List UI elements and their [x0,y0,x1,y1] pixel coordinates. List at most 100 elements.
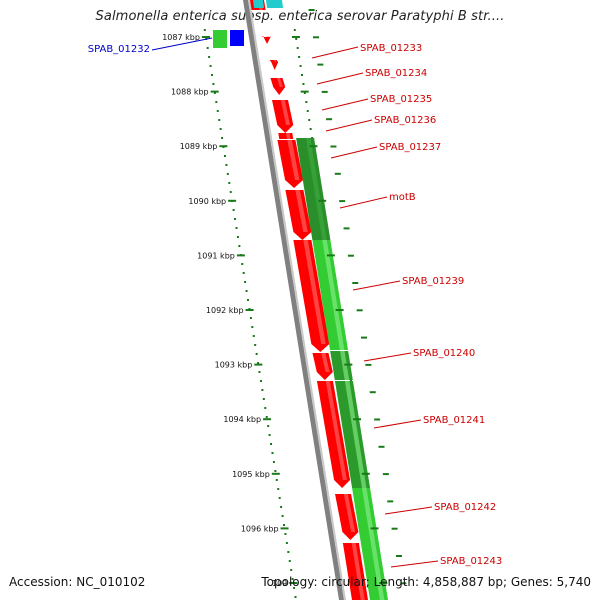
backbone [243,0,346,600]
scale-dot-left [258,371,261,373]
backbone-shadow [248,0,346,600]
scale-dot-right [308,119,311,121]
scale-dot-left [254,344,257,346]
scale-dot-right [298,56,301,58]
label-leader-line [373,419,422,429]
gene-label: motB [389,192,416,203]
gene-feature-shade [321,353,330,372]
tick-label: 1096 kbp [241,524,279,533]
scale-dot-left [291,578,294,580]
gene-features [213,0,388,600]
scale-dot-left [226,173,229,175]
scale-dot-left [221,137,224,139]
label-leader-line [352,280,401,291]
label-leader-line [325,119,373,132]
gene-feature-shade [295,190,308,232]
gene-feature-shade [322,240,345,350]
scale-dot-left [267,425,270,427]
scale-dot-left [242,272,245,274]
gene-label: SPAB_01241 [423,415,485,426]
scale-dot-left [241,263,244,265]
gene-feature [261,36,272,44]
scale-dot-left [203,29,206,31]
scale-dot-right [295,38,298,40]
scale-dot-left [259,380,262,382]
gene-feature [269,60,279,70]
tick-label: 1094 kbp [223,415,261,424]
scale-dot-right [299,65,302,67]
scale-dot-left [249,317,252,319]
scale-dot-left [238,245,241,247]
label-leader-line [151,37,213,51]
scale-dot-left [272,461,275,463]
gene-feature-shade [343,494,356,532]
scale-dot-right [305,101,308,103]
tick-label: 1088 kbp [171,88,209,97]
scale-dot-left [265,416,268,418]
label-leader-line [390,560,439,568]
scale-dot-left [218,119,221,121]
gene-feature-shade [351,543,365,600]
scale-dot-right [306,110,309,112]
gene-label: SPAB_01240 [413,348,475,359]
gene-feature-blue [230,30,244,46]
scale-dot-left [219,128,222,130]
tick-label: 1090 kbp [188,197,226,206]
scale-dot-left [228,182,231,184]
gene-feature [270,78,286,95]
scale-dot-right [302,83,305,85]
label-leader-line [363,352,412,362]
scale-dot-left [213,92,216,94]
scale-dot-left [278,497,281,499]
gene-feature-shade [344,381,367,488]
scale-dot-left [206,47,209,49]
scale-dot-left [211,74,213,76]
scale-dot-left [223,155,226,157]
gene-label: SPAB_01236 [374,115,436,126]
scale-dot-left [236,236,239,238]
scale-dot-left [215,101,218,103]
gene-label: SPAB_01242 [434,502,496,513]
gene-feature-cyan [266,0,283,8]
scale-dot-left [281,515,284,517]
scale-dot-left [209,65,212,67]
scale-dot-left [247,299,249,301]
scale-dot-left [287,551,290,553]
gene-feature-cyan [253,0,264,8]
scale-dot-right [293,29,296,31]
tick-label: 1093 kbp [215,361,253,370]
scale-dot-left [264,407,267,409]
label-leader-line [330,146,378,159]
gene-label: SPAB_01233 [360,43,422,54]
gene-label: SPAB_01234 [365,68,427,79]
gene-label: SPAB_01237 [379,142,441,153]
map-title: Salmonella enterica subsp. enterica sero… [95,9,505,24]
gene-labels: SPAB_01232 SPAB_01233 SPAB_01234 SPAB_01235… [88,37,502,568]
gene-feature-green [213,30,227,48]
scale-dot-left [225,164,228,166]
scale-dot-left [232,209,235,211]
label-leader-line [316,72,364,85]
scale-dot-left [274,470,277,472]
scale-dot-left [245,290,248,292]
scale-ticks: 1087 kbp 1088 kbp 1089 kbp 1090 kbp 1091 kbp… [162,9,407,588]
scale-dot-left [280,506,283,508]
scale-dot-left [262,398,265,400]
scale-dot-left [208,56,211,58]
gene-feature-shade [303,240,326,344]
scale-dot-left [244,281,247,283]
scale-dot-left [271,452,274,454]
scale-dot-left [216,110,219,112]
gene-feature-shade [280,100,291,125]
scale-dot-right [303,92,306,94]
scale-dot-left [294,596,297,598]
scale-dot-left [234,218,237,220]
scale-dot-left [229,191,232,193]
gene-feature-shade [277,78,283,87]
scale-dot-left [285,542,288,544]
scale-dot-left [283,524,285,526]
scale-dot-left [290,569,293,571]
scale-dot-right [296,47,299,49]
gene-feature-shade [285,133,291,139]
